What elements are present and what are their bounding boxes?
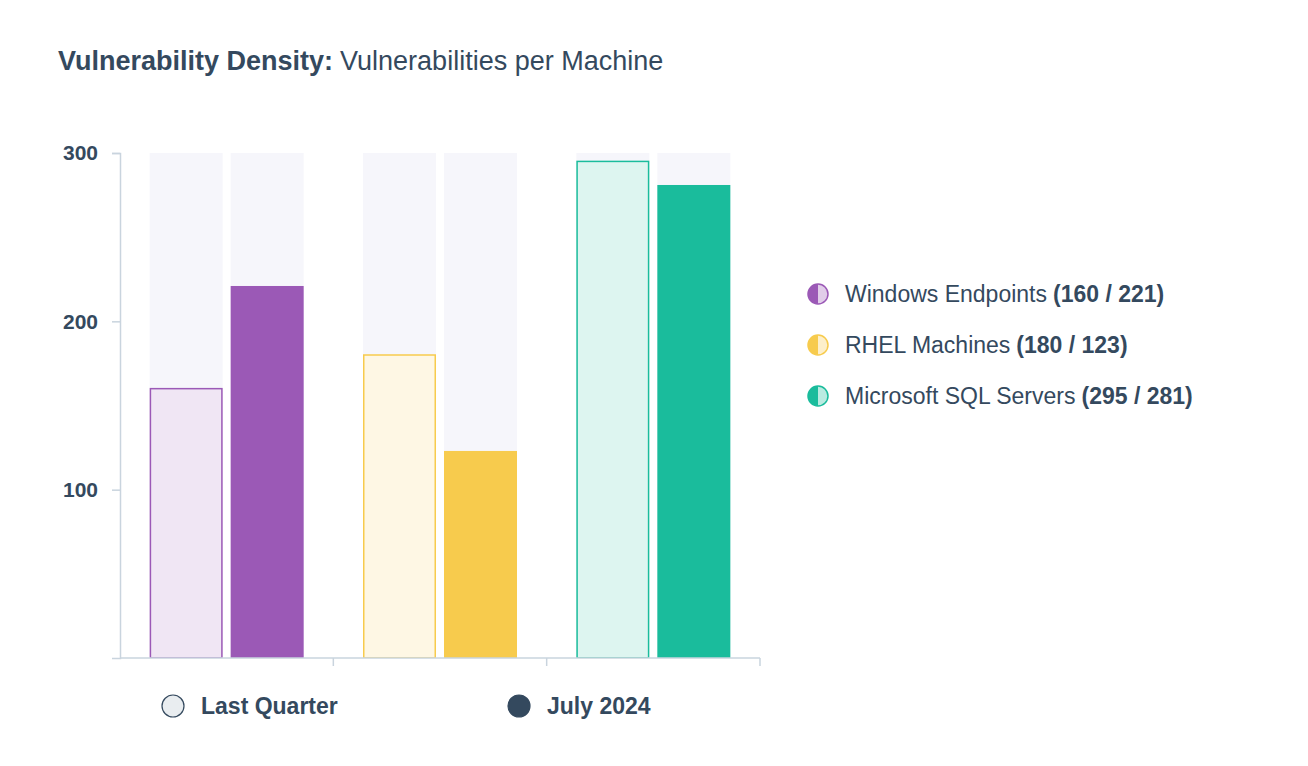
- x-axis-divider: [333, 658, 335, 666]
- title: Vulnerability Density:Vulnerabilities pe…: [58, 46, 663, 76]
- bars: [150, 153, 731, 658]
- category-legend-item: Windows Endpoints(160 / 221): [808, 281, 1164, 307]
- y-tick-mark: [112, 489, 120, 491]
- y-tick-label: 300: [63, 141, 98, 164]
- category-legend-item: Microsoft SQL Servers(295 / 281): [808, 383, 1193, 409]
- y-tick-mark: [112, 153, 120, 155]
- x-axis-line: [120, 657, 760, 659]
- chart: Vulnerability Density:Vulnerabilities pe…: [0, 0, 1308, 766]
- category-values: (160 / 221): [1053, 281, 1164, 307]
- bar-track: [363, 153, 436, 658]
- category-legend-swatch-half: [808, 335, 818, 355]
- category-name: Windows Endpoints: [845, 281, 1047, 307]
- legend-swatch: [162, 695, 184, 717]
- category-legend-label: Windows Endpoints(160 / 221): [845, 281, 1164, 307]
- legend-swatch: [508, 695, 530, 717]
- legend-label: July 2024: [547, 693, 651, 719]
- category-name: RHEL Machines: [845, 332, 1010, 358]
- bar-track: [657, 153, 730, 658]
- category-legend-swatch-half: [808, 386, 818, 406]
- x-axis-divider: [759, 658, 761, 666]
- y-tick-label: 100: [63, 478, 98, 501]
- category-legend-label: RHEL Machines(180 / 123): [845, 332, 1128, 358]
- bar-track: [576, 153, 649, 658]
- category-legend-item: RHEL Machines(180 / 123): [808, 332, 1128, 358]
- category-values: (180 / 123): [1016, 332, 1127, 358]
- bar: [444, 451, 517, 658]
- legend: Last Quarter July 2024: [162, 693, 651, 719]
- subtitle: Vulnerabilities per Machine: [340, 46, 663, 76]
- legend-item: July 2024: [508, 693, 651, 719]
- y-tick: 300: [63, 141, 120, 164]
- y-tick-label: 200: [63, 310, 98, 333]
- category-legend-swatch: [808, 284, 828, 304]
- bar-track: [150, 153, 223, 658]
- bar: [231, 286, 304, 658]
- y-tick: 100: [63, 478, 120, 501]
- category-legend-swatch: [808, 335, 828, 355]
- bar: [577, 161, 649, 658]
- bar-track: [231, 153, 304, 658]
- bar-track: [444, 153, 517, 658]
- category-legend-swatch: [808, 386, 828, 406]
- title-main: Vulnerability Density:: [58, 46, 333, 76]
- y-tick: 200: [63, 310, 120, 333]
- y-axis: 100 200 300: [63, 141, 121, 658]
- x-axis: [120, 658, 760, 666]
- legend-item: Last Quarter: [162, 693, 338, 719]
- y-axis-line: [112, 154, 121, 659]
- bar: [657, 185, 730, 658]
- x-axis-divider: [546, 658, 548, 666]
- category-legend: Windows Endpoints(160 / 221) RHEL Machine…: [808, 281, 1193, 409]
- y-tick-mark: [112, 321, 120, 323]
- category-legend-swatch-half: [808, 284, 818, 304]
- bar: [150, 389, 222, 658]
- category-values: (295 / 281): [1081, 383, 1192, 409]
- bar: [364, 355, 436, 658]
- legend-label: Last Quarter: [201, 693, 338, 719]
- category-legend-label: Microsoft SQL Servers(295 / 281): [845, 383, 1193, 409]
- category-name: Microsoft SQL Servers: [845, 383, 1075, 409]
